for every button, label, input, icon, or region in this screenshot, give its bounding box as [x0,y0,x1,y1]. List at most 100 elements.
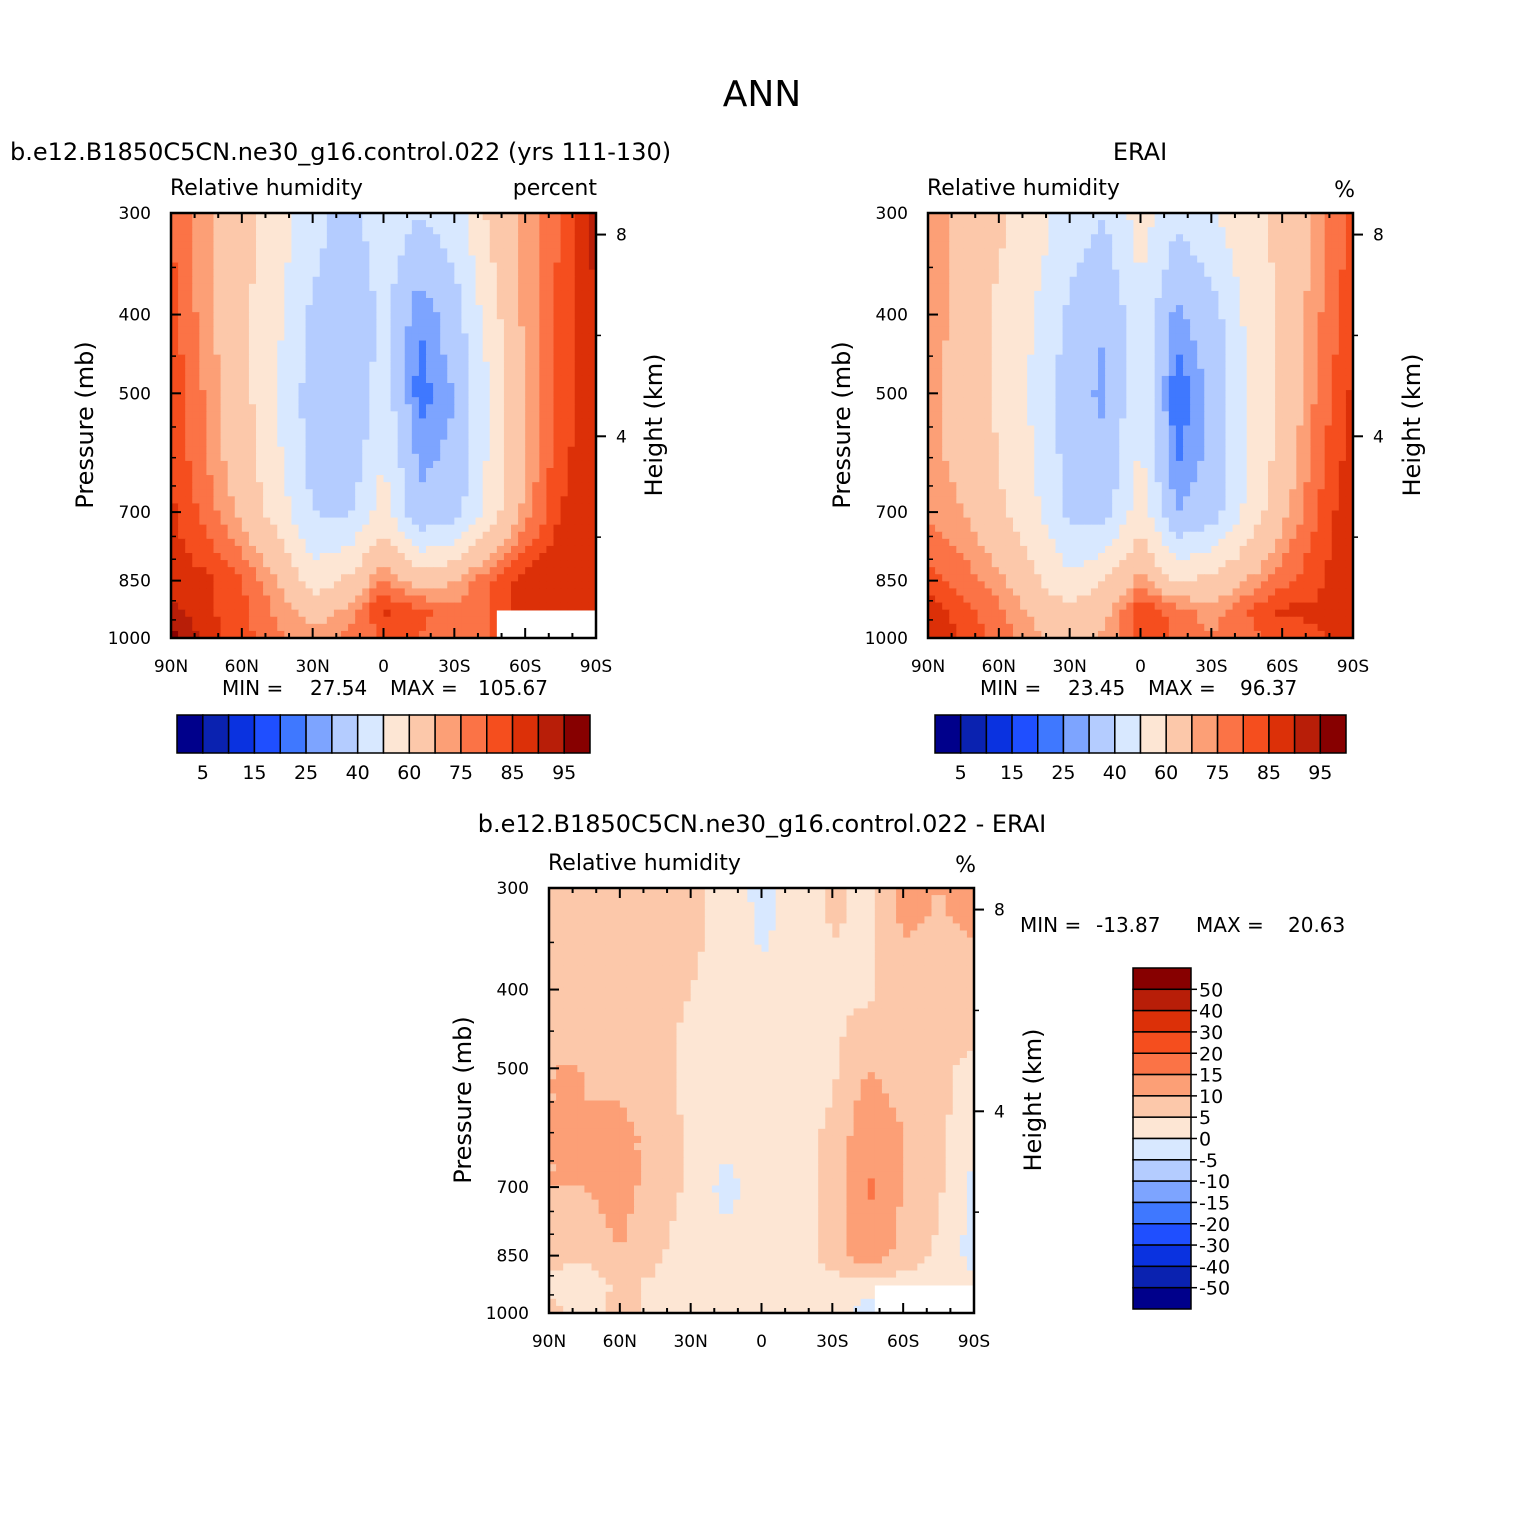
heatmap-cell [298,312,307,320]
heatmap-cell [326,475,335,483]
heatmap-cell [1260,213,1269,221]
heatmap-cell [178,574,186,582]
heatmap-cell [532,439,540,448]
heatmap-cell [319,581,328,590]
heatmap-cell [227,255,236,264]
heatmap-cell [1303,213,1312,221]
heatmap-cell [1282,347,1290,356]
heatmap-cell [185,460,193,469]
heatmap-cell [326,276,335,285]
heatmap-cell [991,319,1000,327]
heatmap-cell [447,510,455,519]
heatmap-cell [553,319,562,327]
heatmap-cell [248,234,257,242]
heatmap-cell [1048,333,1057,342]
heatmap-cell [248,283,257,292]
heatmap-cell [1345,333,1354,342]
heatmap-cell [305,305,314,313]
heatmap-cell [206,383,215,391]
heatmap-cell [970,283,979,292]
heatmap-cell [482,538,491,547]
heatmap-cell [935,305,943,313]
heatmap-cell [312,616,321,625]
heatmap-cell [355,340,363,349]
heatmap-cell [1048,290,1057,299]
heatmap-cell [1211,241,1220,250]
heatmap-cell [546,538,555,547]
y-tick-label: 500 [119,384,151,404]
heatmap-cell [411,496,420,505]
heatmap-cell [475,411,484,420]
heatmap-cell [1197,213,1205,221]
heatmap-cell [1289,319,1297,327]
heatmap-cell [1275,340,1283,349]
heatmap-cell [1204,283,1212,292]
heatmap-cell [588,227,597,235]
heatmap-cell [305,375,314,384]
heatmap-cell [418,574,427,582]
heatmap-cell [234,531,243,540]
heatmap-cell [263,361,271,370]
heatmap-cell [1069,340,1078,349]
heatmap-cell [447,581,455,590]
heatmap-cell [1105,305,1113,313]
heatmap-cell [518,453,526,462]
heatmap-cell [319,553,328,561]
heatmap-cell [277,347,285,356]
heatmap-cell [213,531,222,540]
heatmap-cell [525,496,533,505]
heatmap-cell [376,213,385,221]
heatmap-cell [1183,354,1191,363]
heatmap-cell [1296,305,1305,313]
heatmap-cell [341,616,349,625]
heatmap-cell [1296,234,1305,242]
heatmap-cell [1013,269,1021,278]
heatmap-cell [468,460,477,469]
heatmap-cell [482,630,491,639]
heatmap-cell [553,567,562,575]
heatmap-cell [411,531,420,540]
heatmap-cell [539,425,548,434]
heatmap-cell [241,560,250,568]
heatmap-cell [984,213,993,221]
heatmap-cell [171,510,179,519]
heatmap-cell [1140,262,1149,271]
heatmap-cell [241,390,250,398]
heatmap-cell [362,326,370,335]
heatmap-cell [553,354,562,363]
heatmap-cell [539,524,548,533]
heatmap-cell [525,269,533,278]
heatmap-cell [1268,220,1276,228]
heatmap-cell [397,482,406,490]
heatmap-cell [1211,269,1220,278]
heatmap-cell [1331,340,1340,349]
heatmap-cell [461,588,470,597]
heatmap-cell [298,361,307,370]
heatmap-cell [390,439,399,448]
heatmap-cell [199,630,208,639]
heatmap-cell [489,538,498,547]
heatmap-cell [560,404,569,412]
heatmap-cell [376,517,385,526]
heatmap-cell [206,609,215,618]
heatmap-cell [234,397,243,405]
heatmap-cell [1069,298,1078,306]
heatmap-cell [171,418,179,427]
heatmap-cell [963,312,972,320]
heatmap-cell [511,595,519,604]
heatmap-cell [1005,312,1014,320]
heatmap-cell [185,248,193,257]
heatmap-cell [489,411,498,420]
heatmap-cell [1225,213,1234,221]
heatmap-cell [1168,255,1177,264]
heatmap-cell [418,255,427,264]
heatmap-cell [539,290,548,299]
heatmap-cell [220,439,229,448]
heatmap-cell [482,524,491,533]
heatmap-cell [355,460,363,469]
heatmap-cell [935,276,943,285]
heatmap-cell [362,630,370,639]
heatmap-cell [376,595,385,604]
heatmap-cell [553,248,562,257]
heatmap-cell [404,234,413,242]
